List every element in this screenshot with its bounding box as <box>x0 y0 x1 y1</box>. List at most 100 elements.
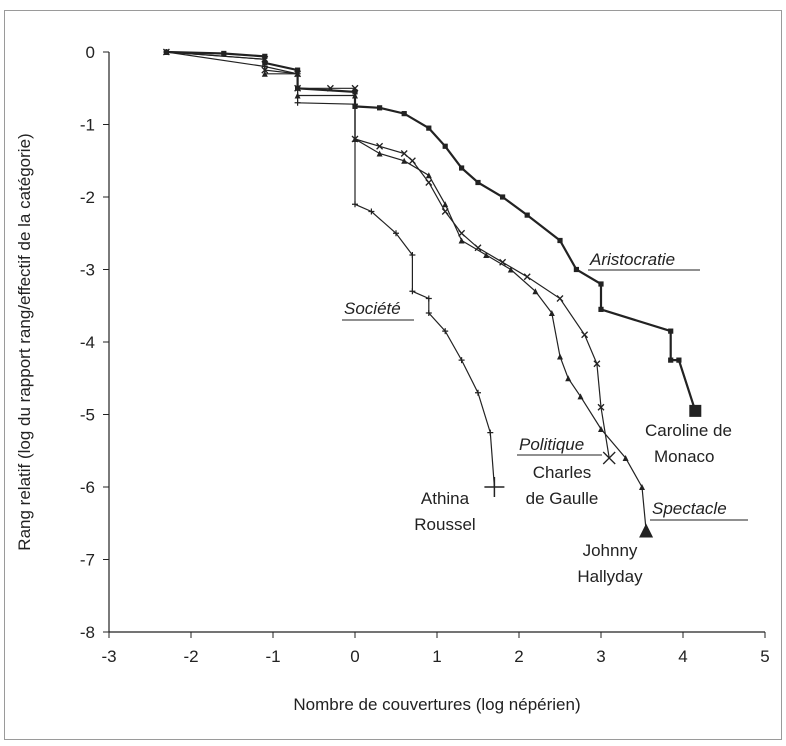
data-point-aristocratie <box>676 357 682 363</box>
data-point-aristocratie <box>442 143 448 149</box>
data-point-spectacle <box>577 393 584 400</box>
data-point-politique <box>602 451 616 465</box>
data-point-societe <box>458 357 465 364</box>
data-point-spectacle <box>261 70 268 77</box>
annotation-johnny-line1: Johnny <box>583 541 638 560</box>
data-point-aristocratie <box>459 165 465 171</box>
data-point-politique <box>326 84 334 92</box>
data-point-aristocratie <box>668 328 674 334</box>
data-point-spectacle <box>401 157 408 164</box>
data-point-societe <box>294 99 301 106</box>
label-politique: Politique <box>519 435 584 454</box>
y-tick-label: -1 <box>80 116 95 135</box>
data-point-societe <box>261 63 268 70</box>
data-point-politique <box>474 244 482 252</box>
data-point-aristocratie <box>689 404 702 417</box>
data-point-politique <box>556 295 564 302</box>
x-axis-label: Nombre de couvertures (log népérien) <box>293 695 580 714</box>
annotation-athina-line2: Roussel <box>414 515 475 534</box>
y-tick-label: -6 <box>80 478 95 497</box>
data-point-societe <box>442 328 449 335</box>
y-axis-label: Rang relatif (log du rapport rang/effect… <box>15 133 34 550</box>
x-tick-label: 2 <box>514 647 523 666</box>
data-point-spectacle <box>639 484 645 490</box>
data-point-societe <box>352 201 358 208</box>
annotation-athina-line1: Athina <box>421 489 470 508</box>
data-point-aristocratie <box>557 237 563 244</box>
x-tick-label: 4 <box>678 647 687 666</box>
data-point-politique <box>408 157 416 165</box>
data-point-politique <box>351 84 359 92</box>
label-spectacle: Spectacle <box>652 499 727 518</box>
data-point-spectacle <box>639 523 654 538</box>
data-point-spectacle <box>261 56 268 63</box>
series-group <box>162 48 702 538</box>
y-tick-label: 0 <box>86 43 95 62</box>
annotation-johnny-line2: Hallyday <box>577 567 643 586</box>
y-tick-label: -7 <box>80 551 95 570</box>
data-point-societe <box>352 101 358 108</box>
chart-frame <box>4 10 782 740</box>
data-point-spectacle <box>532 288 539 295</box>
x-tick-label: 3 <box>596 647 605 666</box>
data-point-spectacle <box>622 455 629 461</box>
x-tick-label: 0 <box>350 647 359 666</box>
ticks: -3 -2 -1 0 1 2 3 4 5 0 -1 -2 -3 -4 -5 -6 -7 -8 <box>80 43 770 666</box>
data-point-aristocratie <box>524 212 530 218</box>
data-point-aristocratie <box>295 67 301 73</box>
axes <box>108 52 765 633</box>
data-point-aristocratie <box>598 281 604 287</box>
data-point-aristocratie <box>475 179 481 186</box>
x-tick-label: 5 <box>760 647 769 666</box>
x-tick-label: -1 <box>265 647 280 666</box>
data-point-spectacle <box>376 150 383 157</box>
data-point-aristocratie <box>221 50 227 57</box>
series-line-politique <box>166 51 610 459</box>
annotation-caroline-line2: Monaco <box>654 447 714 466</box>
data-point-societe <box>368 208 375 215</box>
data-point-aristocratie <box>500 194 506 200</box>
label-aristocratie: Aristocratie <box>589 250 675 269</box>
data-point-societe <box>409 288 416 295</box>
data-point-societe <box>425 310 432 316</box>
data-point-aristocratie <box>668 357 674 363</box>
label-societe: Société <box>344 299 401 318</box>
y-tick-label: -2 <box>80 188 95 207</box>
data-point-spectacle <box>557 353 563 360</box>
y-tick-label: -8 <box>80 623 95 642</box>
data-point-aristocratie <box>426 125 432 131</box>
series-line-societe <box>166 51 495 488</box>
data-point-politique <box>593 360 601 368</box>
data-point-spectacle <box>507 266 514 273</box>
data-point-spectacle <box>548 310 555 316</box>
annotation-caroline-line1: Caroline de <box>645 421 732 440</box>
data-point-aristocratie <box>598 306 604 312</box>
annotation-charles-line1: Charles <box>533 463 592 482</box>
data-point-politique <box>597 403 605 411</box>
series-line-aristocratie <box>166 50 697 412</box>
data-point-societe <box>487 429 494 436</box>
data-point-aristocratie <box>401 111 407 117</box>
data-point-spectacle <box>483 252 490 258</box>
data-point-spectacle <box>565 375 572 382</box>
series-line-spectacle <box>166 51 647 531</box>
y-tick-label: -5 <box>80 406 95 425</box>
data-point-politique <box>581 331 589 339</box>
data-point-societe <box>409 252 416 258</box>
data-point-politique <box>376 142 384 150</box>
annotation-charles-line2: de Gaulle <box>526 489 599 508</box>
data-point-societe <box>484 477 505 497</box>
data-point-societe <box>294 70 301 77</box>
data-point-politique <box>425 179 433 186</box>
x-tick-label: -3 <box>101 647 116 666</box>
data-point-aristocratie <box>573 266 579 273</box>
data-point-politique <box>523 273 531 281</box>
data-point-spectacle <box>425 172 432 179</box>
data-point-spectacle <box>598 426 604 432</box>
data-point-societe <box>393 230 399 237</box>
x-tick-label: 1 <box>432 647 441 666</box>
data-point-societe <box>425 295 432 302</box>
data-point-politique <box>400 150 408 157</box>
data-point-aristocratie <box>377 105 383 111</box>
